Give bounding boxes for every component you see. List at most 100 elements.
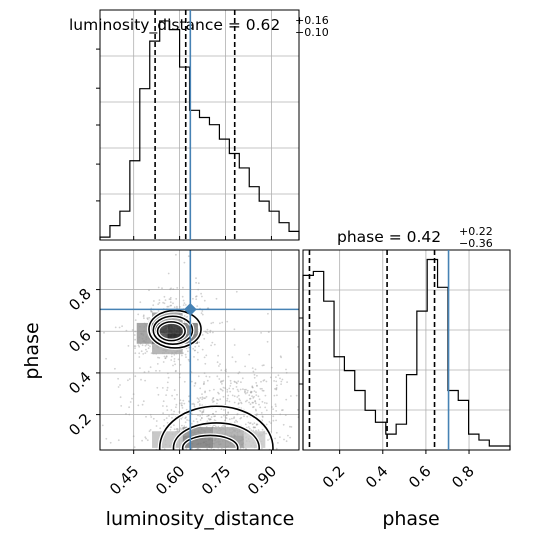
scatter-point: [267, 312, 269, 315]
density-cell-1: [167, 322, 183, 334]
scatter-point: [144, 352, 147, 354]
scatter-point: [164, 357, 167, 359]
scatter-point: [170, 453, 172, 455]
scatter-point: [200, 312, 203, 314]
y-tick-label-phase-1: 0.4: [65, 368, 95, 398]
scatter-point: [197, 398, 200, 401]
scatter-point: [168, 415, 171, 417]
scatter-point: [155, 420, 158, 422]
scatter-point: [210, 416, 213, 418]
scatter-point: [212, 412, 215, 415]
scatter-point: [277, 442, 279, 444]
scatter-point: [253, 422, 256, 424]
scatter-point: [279, 355, 282, 358]
scatter-point: [225, 370, 228, 373]
scatter-point: [201, 410, 204, 413]
scatter-point: [132, 435, 135, 438]
scatter-point: [286, 381, 288, 383]
scatter-point: [252, 462, 254, 464]
scatter-point: [131, 329, 134, 331]
scatter-point: [252, 426, 255, 429]
scatter-point: [206, 448, 209, 450]
scatter-point: [196, 397, 199, 399]
scatter-point: [200, 417, 203, 420]
scatter-point: [151, 310, 153, 313]
scatter-point: [201, 310, 204, 312]
scatter-point: [233, 344, 236, 346]
title-sup-ld: +0.16: [295, 14, 329, 27]
scatter-point: [144, 436, 147, 439]
scatter-point: [137, 404, 140, 407]
scatter-point: [182, 286, 184, 289]
scatter-point: [255, 429, 257, 432]
scatter-point: [146, 318, 149, 321]
scatter-point: [244, 423, 247, 426]
scatter-point: [165, 394, 168, 396]
scatter-point: [148, 289, 150, 292]
scatter-point: [134, 352, 137, 355]
scatter-point: [275, 388, 278, 391]
scatter-point: [153, 300, 155, 302]
scatter-point: [222, 395, 225, 398]
scatter-point: [179, 402, 181, 405]
scatter-point: [216, 459, 218, 461]
scatter-point: [235, 419, 237, 422]
scatter-point: [190, 380, 193, 383]
scatter-point: [258, 403, 260, 406]
scatter-point: [285, 368, 287, 371]
scatter-point: [127, 345, 130, 347]
scatter-point: [221, 538, 223, 540]
scatter-point: [213, 419, 216, 421]
scatter-point: [228, 464, 230, 466]
scatter-point: [197, 414, 199, 417]
scatter-point: [260, 332, 262, 334]
scatter-point: [276, 394, 278, 397]
scatter-point: [199, 419, 202, 421]
scatter-point: [195, 451, 197, 453]
scatter-point: [139, 367, 141, 369]
scatter-point: [246, 391, 249, 394]
scatter-point: [270, 422, 272, 424]
x-tick-label-ld-0: 0.45: [106, 462, 142, 498]
scatter-point: [191, 458, 193, 460]
scatter-point: [226, 320, 229, 323]
scatter-point: [198, 400, 201, 402]
scatter-point: [233, 380, 236, 383]
scatter-point: [240, 381, 242, 384]
scatter-point: [230, 457, 232, 459]
histogram-step-phase: [302, 258, 511, 450]
scatter-point: [101, 424, 104, 427]
scatter-point: [174, 363, 177, 366]
scatter-point: [220, 388, 223, 391]
scatter-point: [284, 414, 287, 416]
scatter-point: [184, 417, 187, 420]
scatter-point: [195, 277, 197, 280]
scatter-point: [274, 403, 277, 406]
scatter-point: [90, 389, 92, 391]
scatter-point: [263, 402, 266, 404]
scatter-point: [221, 380, 224, 383]
scatter-point: [221, 321, 224, 324]
scatter-point: [229, 452, 231, 454]
scatter-point: [243, 415, 245, 418]
scatter-point: [254, 400, 256, 402]
scatter-point: [226, 459, 228, 461]
scatter-point: [179, 363, 182, 366]
panel-luminosity-distance-histogram: [96, 9, 300, 241]
scatter-point: [149, 480, 151, 482]
scatter-point: [212, 413, 214, 416]
scatter-point: [252, 429, 255, 432]
scatter-point: [204, 453, 206, 455]
scatter-point: [261, 364, 264, 367]
scatter-point: [165, 356, 168, 358]
contour-4: [172, 422, 260, 450]
scatter-point: [218, 365, 220, 367]
scatter-point: [237, 390, 240, 393]
x-tick-label-ld-3: 0.90: [244, 462, 280, 498]
scatter-point: [201, 411, 203, 414]
scatter-point: [176, 393, 178, 396]
scatter-point: [316, 414, 318, 416]
scatter-point: [173, 358, 176, 360]
scatter-point: [178, 410, 181, 413]
scatter-point: [280, 380, 283, 383]
